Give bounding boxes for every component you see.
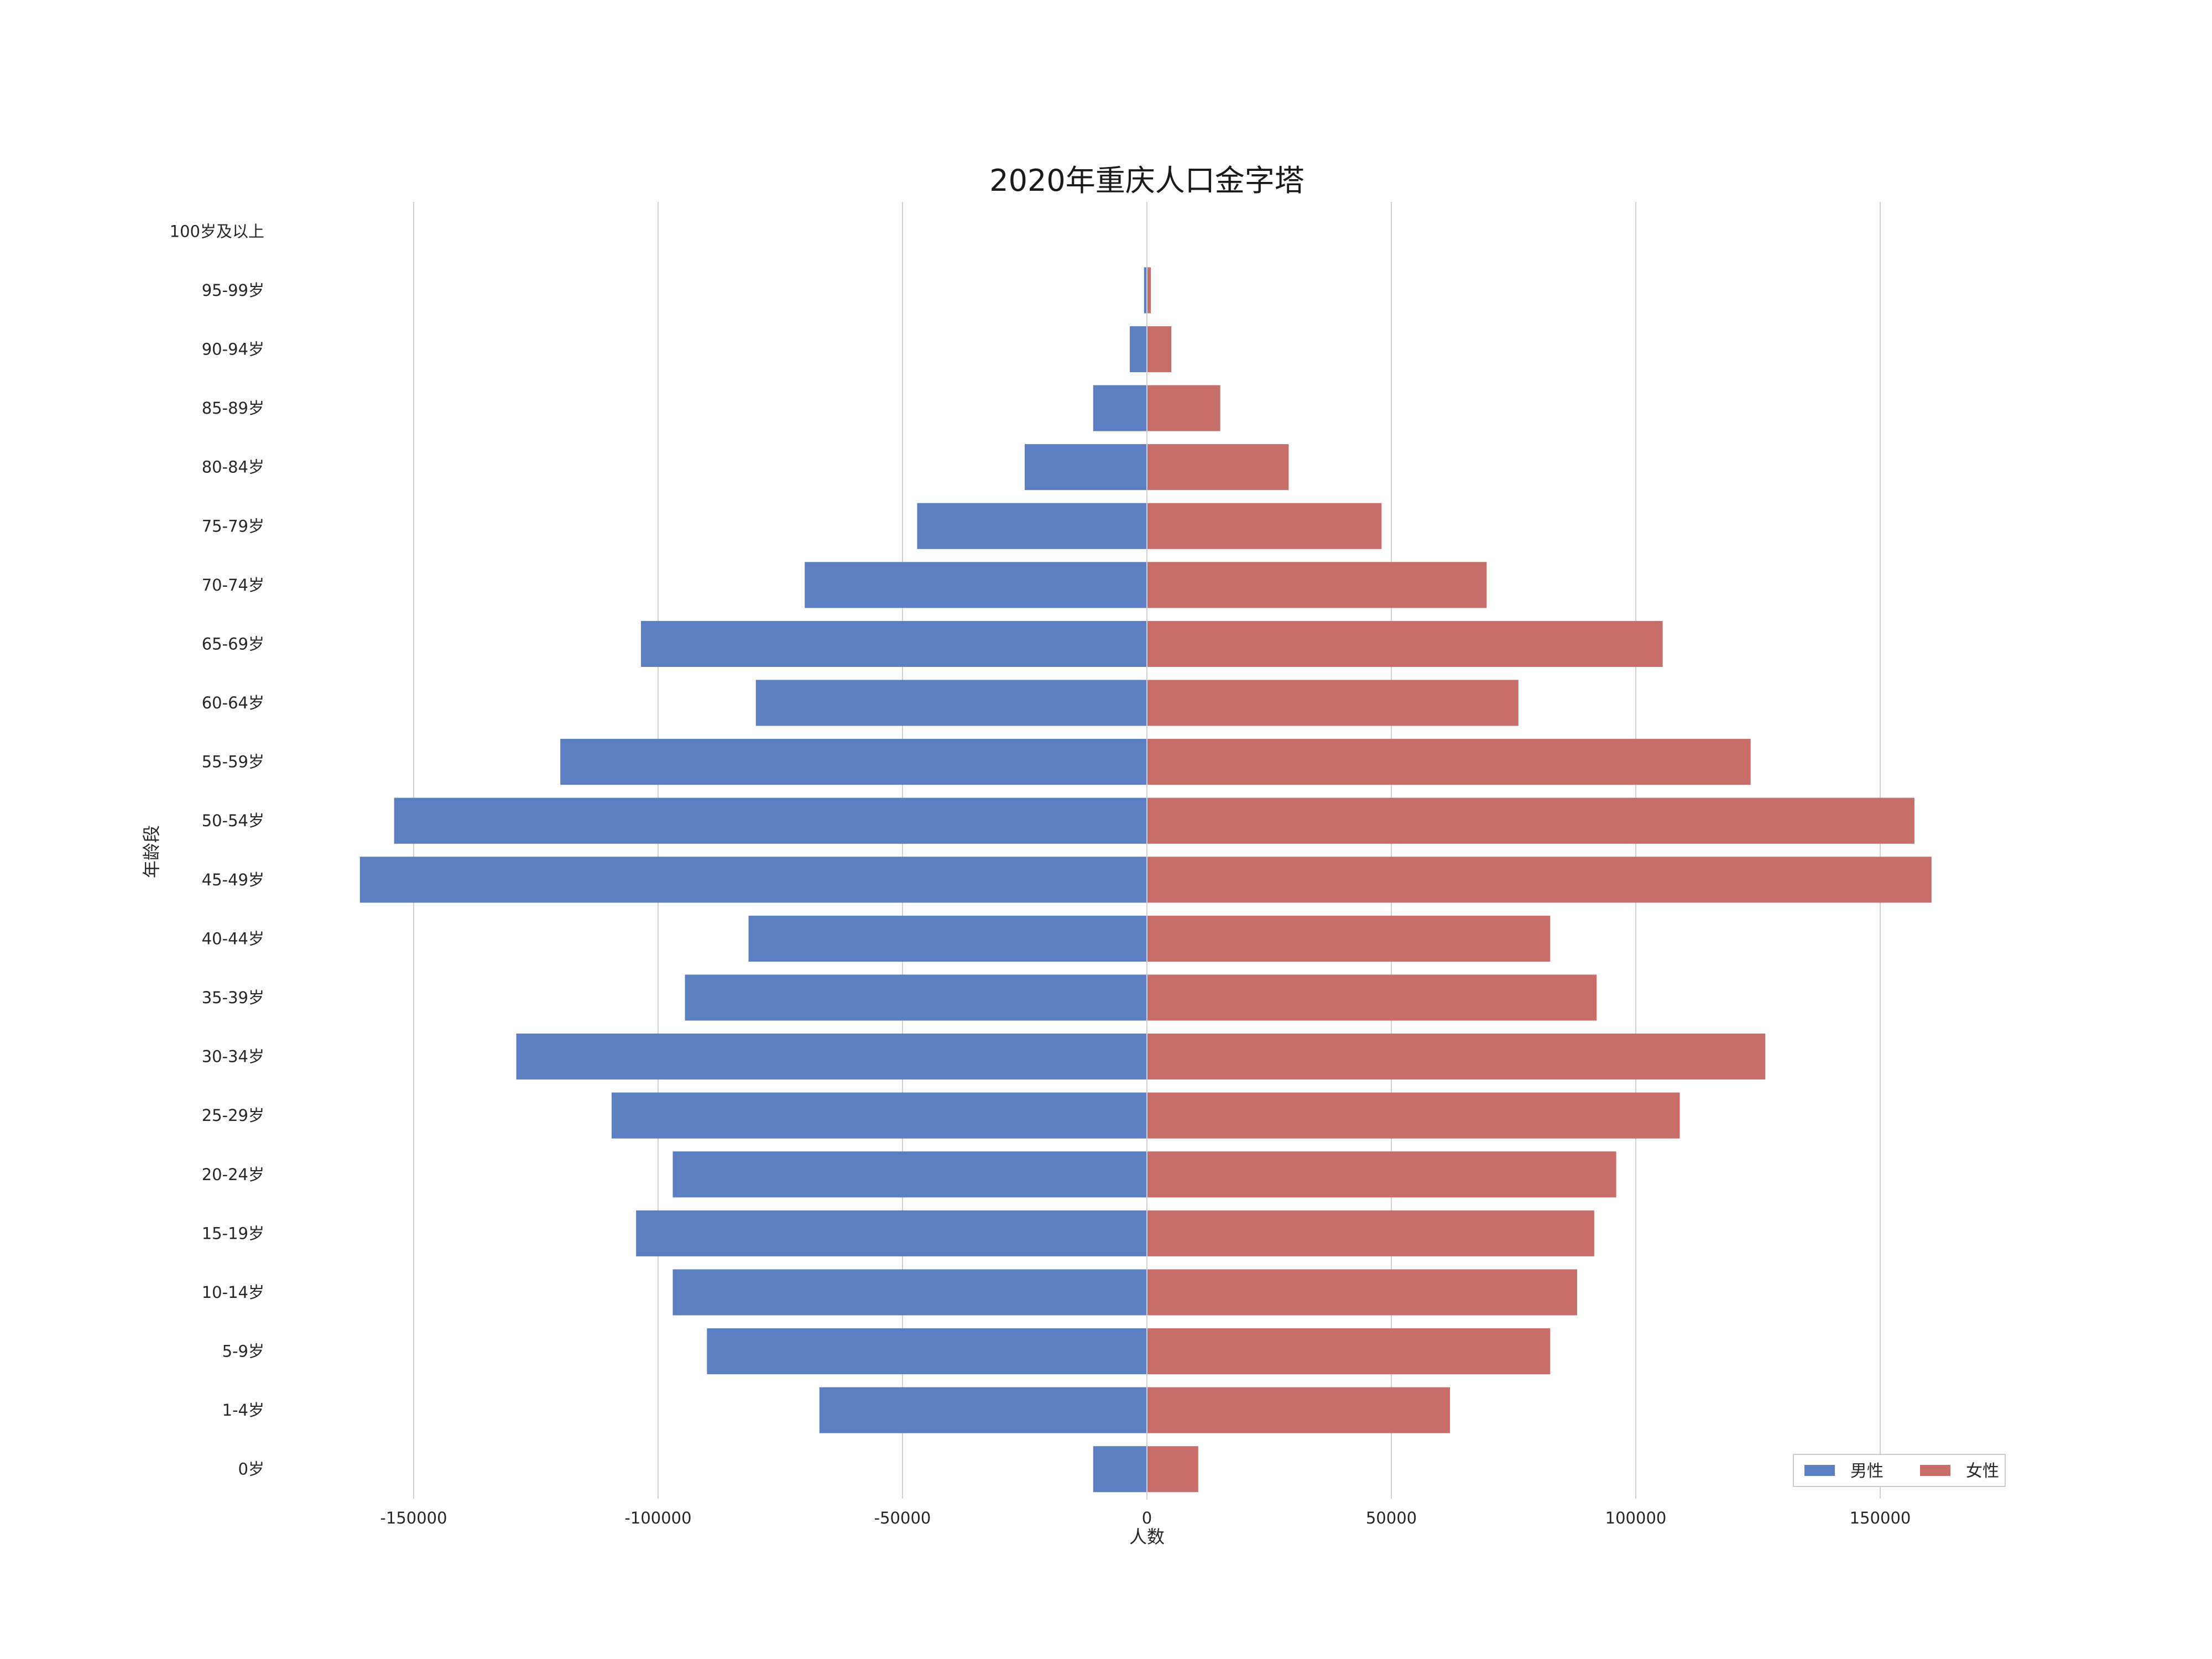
y-tick-label: 40-44岁 <box>202 929 264 948</box>
bar-female-12 <box>1147 739 1751 785</box>
x-tick-label: 150000 <box>1850 1509 1911 1527</box>
bar-male-11 <box>394 797 1147 844</box>
bar-male-9 <box>748 915 1147 962</box>
y-tick-label: 45-49岁 <box>202 870 264 889</box>
bar-female-15 <box>1147 562 1487 608</box>
bar-female-14 <box>1147 620 1663 667</box>
bar-female-3 <box>1147 1269 1577 1316</box>
bar-male-15 <box>805 562 1147 608</box>
bar-female-5 <box>1147 1151 1616 1198</box>
bar-female-18 <box>1147 385 1220 431</box>
x-tick-labels: -150000 -100000 -50000 0 50000 100000 150000 <box>380 1509 1911 1527</box>
y-tick-label: 95-99岁 <box>202 281 264 300</box>
bar-female-7 <box>1147 1033 1766 1080</box>
chart-title: 2020年重庆人口金字塔 <box>989 163 1304 198</box>
bar-male-4 <box>636 1210 1147 1256</box>
gridlines <box>413 202 1881 1499</box>
y-tick-label: 15-19岁 <box>202 1224 264 1243</box>
y-tick-label: 20-24岁 <box>202 1165 264 1184</box>
legend-swatch-female <box>1920 1465 1950 1476</box>
bar-male-1 <box>819 1387 1147 1433</box>
bar-female-17 <box>1147 444 1289 491</box>
legend-label-male: 男性 <box>1850 1462 1884 1481</box>
bar-male-16 <box>917 503 1147 549</box>
y-axis-label: 年龄段 <box>141 825 162 878</box>
bar-female-16 <box>1147 503 1382 549</box>
bar-male-13 <box>755 680 1147 726</box>
bars <box>359 267 1932 1493</box>
bar-female-10 <box>1147 857 1932 903</box>
x-axis-label: 人数 <box>1129 1526 1165 1547</box>
y-tick-label: 0岁 <box>238 1460 264 1479</box>
bar-male-14 <box>641 620 1147 667</box>
x-tick-label: -50000 <box>874 1509 931 1527</box>
bar-female-19 <box>1147 326 1172 373</box>
bar-male-18 <box>1093 385 1147 431</box>
bar-female-8 <box>1147 974 1597 1021</box>
bar-female-0 <box>1147 1446 1198 1493</box>
y-tick-label: 50-54岁 <box>202 811 264 830</box>
x-tick-label: 100000 <box>1605 1509 1667 1527</box>
bar-male-7 <box>516 1033 1147 1080</box>
bar-female-1 <box>1147 1387 1451 1433</box>
y-tick-label: 100岁及以上 <box>170 222 264 241</box>
y-tick-label: 35-39岁 <box>202 988 264 1007</box>
bar-female-20 <box>1147 267 1151 314</box>
y-tick-label: 70-74岁 <box>202 576 264 594</box>
y-tick-labels: 0岁 1-4岁 5-9岁 10-14岁 15-19岁 20-24岁 25-29岁 30-34岁… <box>170 222 264 1478</box>
x-tick-label: 0 <box>1142 1509 1152 1527</box>
bar-male-10 <box>359 857 1147 903</box>
bar-male-12 <box>560 739 1147 785</box>
bar-male-3 <box>672 1269 1147 1316</box>
bar-male-0 <box>1093 1446 1147 1493</box>
legend: 男性 女性 <box>1793 1454 2006 1487</box>
bar-male-17 <box>1025 444 1147 491</box>
bar-female-11 <box>1147 797 1914 844</box>
y-tick-label: 1-4岁 <box>222 1401 264 1420</box>
bar-male-8 <box>685 974 1147 1021</box>
y-tick-label: 25-29岁 <box>202 1106 264 1125</box>
y-tick-label: 85-89岁 <box>202 399 264 418</box>
y-tick-label: 10-14岁 <box>202 1283 264 1302</box>
bar-male-20 <box>1144 267 1147 314</box>
x-tick-label: 50000 <box>1366 1509 1417 1527</box>
y-tick-label: 65-69岁 <box>202 634 264 653</box>
bar-male-6 <box>612 1092 1147 1139</box>
y-tick-label: 60-64岁 <box>202 693 264 712</box>
y-tick-label: 55-59岁 <box>202 753 264 771</box>
bar-female-9 <box>1147 915 1551 962</box>
y-tick-label: 80-84岁 <box>202 458 264 477</box>
bar-male-19 <box>1130 326 1147 373</box>
y-tick-label: 30-34岁 <box>202 1047 264 1066</box>
bar-male-2 <box>707 1328 1147 1375</box>
y-tick-label: 5-9岁 <box>222 1342 264 1361</box>
bar-female-6 <box>1147 1092 1680 1139</box>
x-tick-label: -100000 <box>624 1509 691 1527</box>
bar-male-5 <box>672 1151 1147 1198</box>
y-tick-label: 75-79岁 <box>202 517 264 535</box>
legend-label-female: 女性 <box>1966 1462 1999 1481</box>
bar-female-2 <box>1147 1328 1551 1375</box>
legend-swatch-male <box>1804 1465 1835 1476</box>
x-tick-label: -150000 <box>380 1509 447 1527</box>
bar-female-13 <box>1147 680 1519 726</box>
bar-female-4 <box>1147 1210 1594 1256</box>
y-tick-label: 90-94岁 <box>202 340 264 358</box>
